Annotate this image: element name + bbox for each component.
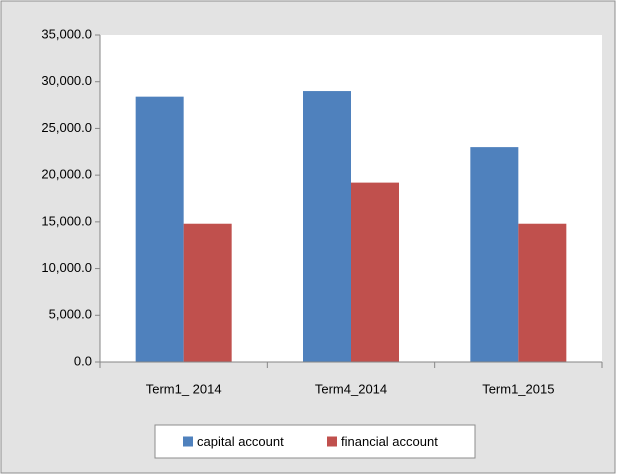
bar — [135, 96, 184, 363]
bar — [518, 223, 567, 362]
y-tick-label: 35,000.0 — [41, 26, 92, 41]
y-tick-label: 30,000.0 — [41, 73, 92, 88]
y-tick-label: 20,000.0 — [41, 167, 92, 182]
y-tick-label: 5,000.0 — [49, 307, 92, 322]
legend-box — [154, 424, 476, 459]
bar — [351, 182, 399, 362]
legend-swatch — [183, 436, 193, 447]
x-tick-label: Term1_ 2014 — [146, 381, 222, 396]
legend-label: capital account — [197, 434, 284, 449]
bar — [470, 147, 519, 362]
y-tick-label: 10,000.0 — [41, 260, 92, 275]
legend-swatch — [327, 436, 337, 447]
x-tick-label: Term4_2014 — [315, 381, 387, 396]
y-tick-label: 25,000.0 — [41, 120, 92, 135]
bar — [303, 91, 351, 363]
x-tick-label: Term1_2015 — [482, 381, 554, 396]
y-tick-label: 0.0 — [74, 353, 92, 368]
bar — [183, 223, 232, 362]
legend-label: financial account — [341, 434, 438, 449]
y-tick-label: 15,000.0 — [41, 213, 92, 228]
